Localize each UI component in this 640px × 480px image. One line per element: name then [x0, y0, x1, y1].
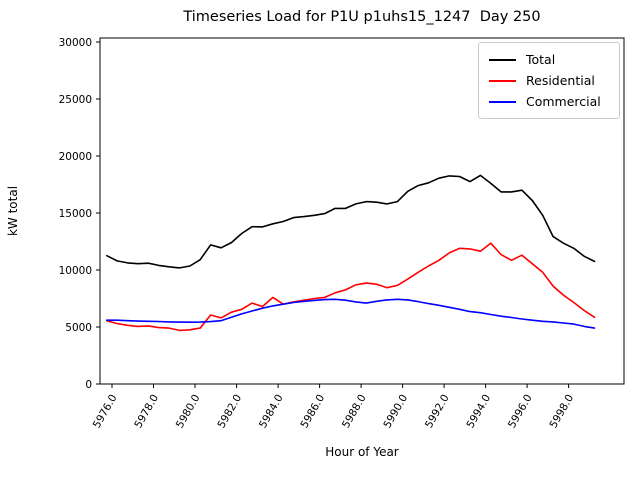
- y-tick-label: 10000: [59, 265, 92, 277]
- x-tick-label: 5988.0: [340, 393, 369, 431]
- legend-swatch-total: [489, 58, 516, 61]
- legend-swatch-commercial: [489, 100, 516, 103]
- x-tick-label: 5994.0: [464, 392, 493, 430]
- series-line-commercial: [106, 298, 596, 329]
- y-tick-label: 30000: [59, 37, 92, 49]
- y-tick-label: 25000: [59, 94, 92, 106]
- legend-label-commercial: Commercial: [526, 94, 601, 109]
- legend-swatch-residential: [489, 79, 516, 82]
- legend: Total Residential Commercial: [478, 42, 620, 119]
- y-tick-label: 15000: [59, 208, 92, 220]
- legend-item-residential: Residential: [489, 70, 611, 91]
- x-tick-label: 5976.0: [91, 393, 120, 431]
- y-axis-label: kW total: [6, 186, 20, 236]
- series-line-residential: [106, 242, 596, 332]
- x-tick-label: 5984.0: [257, 393, 286, 431]
- series-line-total: [106, 174, 596, 269]
- legend-label-residential: Residential: [526, 73, 595, 88]
- x-tick-label: 5982.0: [215, 393, 244, 431]
- x-tick-label: 5990.0: [381, 393, 410, 431]
- x-tick-label: 5996.0: [506, 393, 535, 431]
- legend-item-total: Total: [489, 49, 611, 70]
- y-tick-label: 20000: [59, 151, 92, 163]
- x-axis-label: Hour of Year: [325, 445, 399, 459]
- x-tick-label: 5998.0: [547, 393, 576, 431]
- legend-item-commercial: Commercial: [489, 91, 611, 112]
- x-tick-label: 5980.0: [174, 393, 203, 431]
- y-tick-label: 0: [85, 379, 92, 391]
- x-tick-label: 5986.0: [298, 393, 327, 431]
- chart-title: Timeseries Load for P1U p1uhs15_1247 Day…: [182, 9, 540, 25]
- plot-frame: [99, 37, 625, 385]
- y-tick-label: 5000: [65, 322, 92, 334]
- x-tick-label: 5992.0: [423, 393, 452, 431]
- legend-label-total: Total: [526, 52, 556, 67]
- x-tick-label: 5978.0: [132, 393, 161, 431]
